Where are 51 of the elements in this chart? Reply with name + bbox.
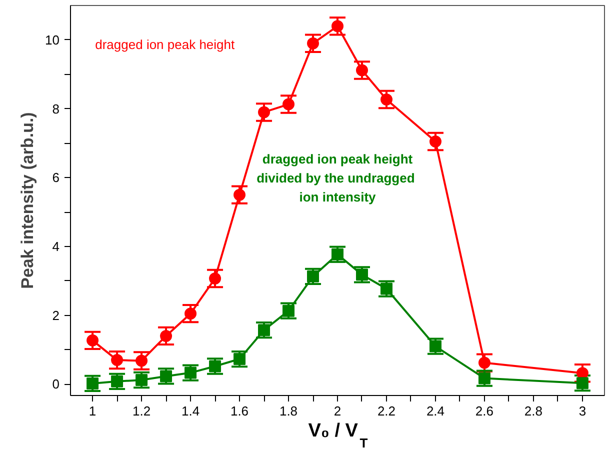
- text: dragged ion peak height: [95, 36, 236, 52]
- point: [184, 366, 197, 379]
- x-tick-label: 1.6: [230, 404, 249, 418]
- y-tick-label: 6: [52, 170, 60, 186]
- point: [380, 282, 392, 295]
- y-tick-label: 0: [52, 376, 60, 392]
- x-tick-label: 3: [578, 404, 586, 418]
- x-tick-label: 1.8: [279, 404, 298, 418]
- point: [356, 268, 368, 281]
- point: [356, 64, 368, 76]
- x-tick-label: 1.2: [132, 404, 151, 418]
- point: [209, 272, 222, 284]
- point: [307, 37, 320, 50]
- point: [282, 304, 295, 317]
- x-tick-label: 2.4: [426, 404, 445, 418]
- point: [576, 377, 588, 390]
- y-axis-title: Peak intensity (arb.u.): [18, 112, 38, 289]
- point: [160, 370, 172, 382]
- point: [429, 135, 442, 148]
- x-tick-label: 2.6: [475, 404, 494, 418]
- y-tick-label: 10: [45, 32, 60, 48]
- point: [282, 98, 295, 110]
- point: [209, 360, 222, 372]
- point: [258, 324, 270, 336]
- point: [478, 372, 490, 384]
- x-tick-label: 2.8: [524, 404, 543, 418]
- point: [111, 375, 124, 388]
- x-tick-label: 2.2: [377, 404, 396, 418]
- x-tick-label: 2: [334, 404, 342, 418]
- x-tick-label: 1.4: [181, 404, 200, 418]
- y-tick-label: 4: [52, 238, 60, 254]
- point: [86, 377, 99, 390]
- point: [111, 354, 124, 366]
- point: [429, 340, 442, 352]
- point: [307, 270, 320, 282]
- point: [332, 20, 344, 32]
- text: dragged ion peak height divided by the undragged ion intensity: [256, 152, 415, 204]
- point: [136, 354, 148, 367]
- point: [160, 330, 172, 342]
- point: [234, 188, 246, 201]
- point: [332, 248, 344, 260]
- x-tick-label: 1: [88, 404, 96, 418]
- point: [258, 106, 270, 118]
- y-tick-label: 8: [52, 101, 60, 116]
- point: [380, 93, 392, 106]
- point: [234, 353, 246, 366]
- point: [86, 334, 99, 346]
- point: [184, 308, 197, 320]
- point: [136, 374, 148, 386]
- point: [478, 356, 490, 369]
- y-tick-label: 2: [52, 308, 60, 323]
